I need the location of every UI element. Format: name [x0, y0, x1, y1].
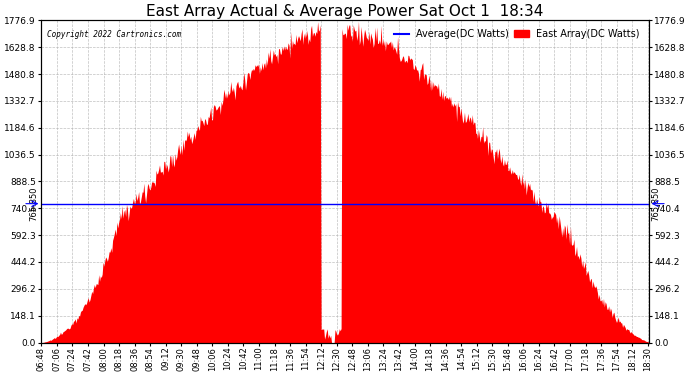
Text: Copyright 2022 Cartronics.com: Copyright 2022 Cartronics.com: [48, 30, 181, 39]
Legend: Average(DC Watts), East Array(DC Watts): Average(DC Watts), East Array(DC Watts): [390, 25, 644, 43]
Text: 765.850: 765.850: [29, 186, 39, 221]
Title: East Array Actual & Average Power Sat Oct 1  18:34: East Array Actual & Average Power Sat Oc…: [146, 4, 544, 19]
Text: 765.850: 765.850: [651, 186, 661, 221]
